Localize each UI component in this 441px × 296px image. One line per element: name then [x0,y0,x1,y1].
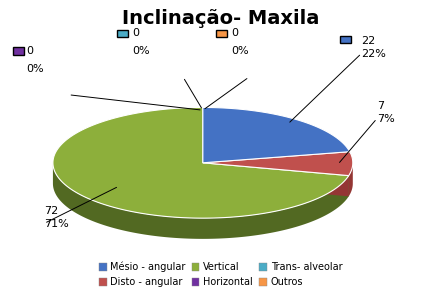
Text: 71%: 71% [44,219,69,229]
Text: 22%: 22% [362,49,386,59]
Legend: Mésio - angular, Disto - angular, Vertical, Horizontal, Trans- alveolar, Outros: Mésio - angular, Disto - angular, Vertic… [95,258,346,291]
FancyBboxPatch shape [216,30,227,37]
Polygon shape [203,152,353,176]
Text: 7%: 7% [377,114,395,124]
Polygon shape [203,107,350,163]
Text: 0%: 0% [132,46,150,56]
Polygon shape [203,163,349,196]
Text: 72: 72 [44,206,58,216]
Text: Inclinação- Maxila: Inclinação- Maxila [122,9,319,28]
Text: 0%: 0% [232,46,249,56]
Polygon shape [53,107,349,218]
FancyBboxPatch shape [340,36,351,43]
Text: 7: 7 [377,101,384,111]
Polygon shape [349,163,353,196]
Polygon shape [53,163,349,239]
Text: 0: 0 [26,46,34,56]
Text: 0: 0 [132,28,139,38]
Text: 0: 0 [232,28,239,38]
Polygon shape [203,163,349,196]
Text: 0%: 0% [26,64,44,74]
FancyBboxPatch shape [13,47,24,55]
FancyBboxPatch shape [117,30,128,37]
Text: 22: 22 [362,36,376,46]
